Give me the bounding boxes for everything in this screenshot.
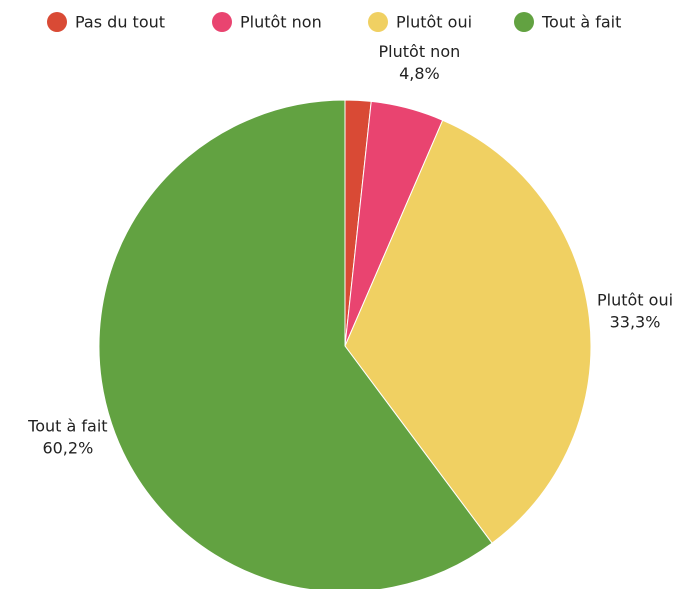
pie-slice: [344, 119, 592, 544]
legend-swatch: [212, 12, 232, 32]
legend-label: Pas du tout: [75, 13, 165, 32]
legend-swatch: [47, 12, 67, 32]
legend-swatch: [514, 12, 534, 32]
legend-label: Plutôt non: [240, 13, 322, 32]
legend-label: Tout à fait: [541, 13, 621, 32]
slice-category-label: Tout à fait: [27, 416, 107, 435]
slice-value-label: 60,2%: [42, 438, 93, 457]
slice-value-label: 4,8%: [399, 64, 440, 83]
pie-slice: [98, 99, 493, 589]
slice-category-label: Plutôt oui: [597, 291, 673, 310]
slice-value-label: 33,3%: [610, 313, 661, 332]
legend-swatch: [368, 12, 388, 32]
legend-label: Plutôt oui: [396, 13, 472, 32]
slice-category-label: Plutôt non: [379, 42, 461, 61]
